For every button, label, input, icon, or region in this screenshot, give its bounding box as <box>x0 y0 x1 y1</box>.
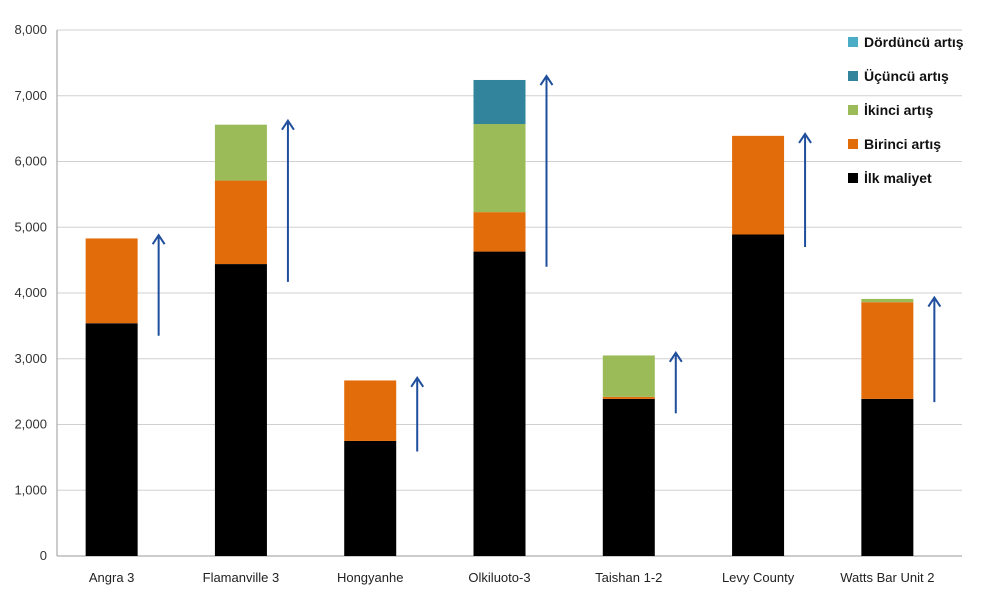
bar-segment <box>344 440 397 556</box>
legend-item: Üçüncü artış <box>848 68 949 84</box>
bar-segment <box>602 355 655 397</box>
increase-arrow <box>927 295 942 403</box>
legend-swatch <box>848 71 858 81</box>
x-category-label: Watts Bar Unit 2 <box>840 570 934 585</box>
legend-swatch <box>848 173 858 183</box>
bar-segment <box>473 212 526 252</box>
legend-swatch <box>848 37 858 47</box>
bar-segment <box>861 298 914 303</box>
legend-swatch <box>848 139 858 149</box>
x-category-label: Angra 3 <box>89 570 135 585</box>
legend-label: Üçüncü artış <box>864 68 949 84</box>
legend-item: İkinci artış <box>848 102 933 118</box>
increase-arrow <box>151 233 166 336</box>
bar-segment <box>602 396 655 399</box>
y-tick-label: 6,000 <box>14 154 47 169</box>
bar-segment <box>861 398 914 556</box>
x-category-label: Olkiluoto-3 <box>468 570 530 585</box>
y-tick-label: 0 <box>40 548 47 563</box>
x-category-label: Hongyanhe <box>337 570 404 585</box>
x-category-label: Levy County <box>722 570 795 585</box>
bar-segment <box>473 79 526 125</box>
y-tick-label: 7,000 <box>14 88 47 103</box>
increase-arrows <box>151 74 942 452</box>
y-tick-label: 1,000 <box>14 482 47 497</box>
y-axis-tick-labels: 0 1,000 2,000 3,000 4,000 5,000 6,000 7,000 8,00… <box>14 22 47 563</box>
y-tick-label: 2,000 <box>14 417 47 432</box>
bar-segment <box>732 135 785 235</box>
increase-arrow <box>539 74 554 267</box>
bar-segment <box>473 251 526 556</box>
legend-item: Birinci artış <box>848 136 941 152</box>
legend: Dördüncü artış Üçüncü artış İkinci artış Bi… <box>848 34 964 186</box>
bar-segment <box>344 380 397 441</box>
bar-segment <box>214 180 267 265</box>
y-tick-label: 5,000 <box>14 219 47 234</box>
legend-label: Birinci artış <box>864 136 941 152</box>
legend-swatch <box>848 105 858 115</box>
legend-item: Dördüncü artış <box>848 34 964 50</box>
legend-label: İlk maliyet <box>864 170 932 186</box>
y-tick-label: 8,000 <box>14 22 47 37</box>
increase-arrow <box>281 118 295 282</box>
bar-segment <box>861 302 914 399</box>
bar-segment <box>732 234 785 557</box>
y-tick-label: 3,000 <box>14 351 47 366</box>
y-tick-label: 4,000 <box>14 285 47 300</box>
increase-arrow <box>410 376 425 452</box>
increase-arrow <box>668 351 683 414</box>
bar-segment <box>214 124 267 181</box>
legend-label: Dördüncü artış <box>864 34 964 50</box>
bar-segment <box>602 398 655 556</box>
bar-segment <box>473 124 526 213</box>
increase-arrow <box>798 132 812 247</box>
x-axis-category-labels: Angra 3 Flamanville 3 Hongyanhe Olkiluoto-3… <box>89 570 935 585</box>
legend-label: İkinci artış <box>864 102 933 118</box>
bars <box>85 79 914 557</box>
bar-segment <box>85 238 138 324</box>
x-category-label: Taishan 1-2 <box>595 570 662 585</box>
bar-segment <box>214 264 267 556</box>
legend-item: İlk maliyet <box>848 170 932 186</box>
bar-segment <box>85 323 138 556</box>
x-category-label: Flamanville 3 <box>203 570 280 585</box>
